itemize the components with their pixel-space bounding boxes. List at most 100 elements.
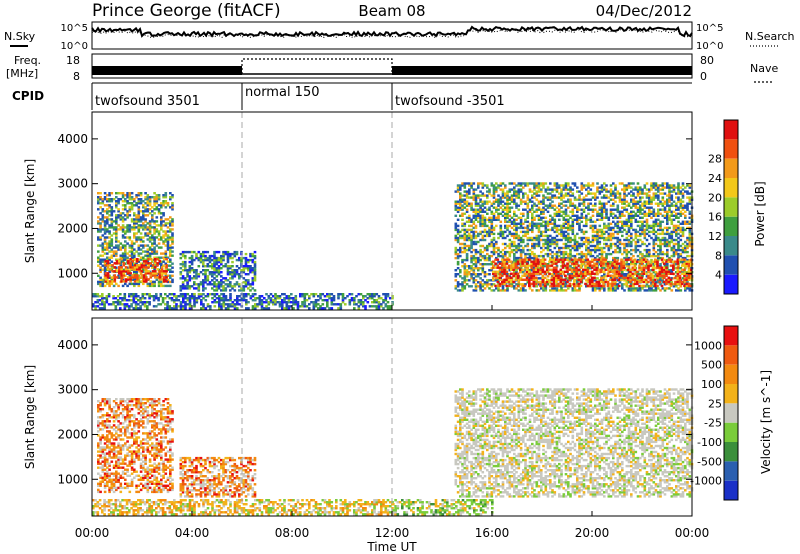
range-time-cell [130,248,134,251]
range-time-cell [217,273,221,276]
range-time-cell [117,208,120,211]
range-time-cell [134,303,138,306]
range-time-cell [468,234,471,238]
range-time-cell [506,273,509,276]
range-time-cell [115,238,118,241]
range-time-cell [124,258,127,261]
range-time-cell [117,258,120,261]
range-time-cell [121,246,125,249]
range-time-cell [456,256,460,260]
range-time-cell [519,240,523,244]
range-time-cell [564,194,568,197]
range-time-cell [164,238,168,241]
range-time-cell [103,210,107,213]
range-time-cell [283,299,286,302]
range-time-cell [558,248,561,252]
range-time-cell [501,260,505,264]
range-time-cell [524,218,527,221]
range-time-cell [114,297,118,300]
range-time-cell [247,269,250,272]
range-time-cell [504,226,507,230]
range-time-cell [153,222,156,225]
range-time-cell [202,303,205,306]
range-time-cell [659,289,662,292]
range-time-cell [571,212,575,215]
range-time-cell [461,212,464,215]
range-time-cell [119,192,123,195]
range-time-cell [463,281,467,284]
range-time-cell [137,280,141,284]
range-time-cell [517,258,521,262]
range-time-cell [636,220,640,223]
range-time-cell [591,254,595,258]
range-time-cell [470,265,473,268]
range-time-cell [558,204,561,207]
range-time-cell [497,236,500,240]
range-time-cell [515,232,518,236]
range-time-cell [188,277,192,280]
range-time-cell [641,212,644,215]
range-time-cell [133,270,136,273]
range-time-cell [461,242,464,246]
range-time-cell [546,240,550,244]
range-time-cell [368,295,372,298]
range-time-cell [645,194,649,197]
range-time-cell [222,277,225,280]
range-time-cell [160,276,163,279]
range-time-cell [643,242,647,246]
range-time-cell [515,196,518,199]
range-time-cell [531,252,534,256]
range-time-cell [474,287,478,290]
range-time-cell [454,256,458,260]
range-time-cell [569,250,572,254]
range-time-cell [146,214,150,217]
range-time-cell [506,226,509,230]
range-time-cell [515,194,518,197]
range-time-cell [463,244,467,248]
range-time-cell [101,264,105,267]
range-time-cell [124,252,127,255]
range-time-cell [540,250,543,254]
range-time-cell [171,236,174,239]
range-time-cell [346,295,349,298]
range-time-cell [133,264,137,267]
range-time-cell [142,216,145,219]
range-time-cell [99,192,102,195]
range-time-cell [137,248,141,251]
range-time-cell [128,299,131,302]
range-time-cell [303,297,307,300]
range-time-cell [170,293,174,296]
range-time-cell [169,206,172,209]
range-time-cell [133,200,136,203]
range-time-cell [652,248,656,252]
range-time-cell [202,250,205,254]
range-time-cell [164,200,168,203]
range-time-cell [540,190,543,193]
range-time-cell [483,230,487,234]
range-time-cell [526,220,530,223]
range-time-cell [220,283,223,286]
range-time-cell [621,283,624,286]
range-time-cell [542,182,545,185]
range-time-cell [220,299,223,302]
range-time-cell [614,200,617,203]
range-time-cell [614,184,617,187]
range-time-cell [560,275,563,278]
range-time-cell [582,204,586,207]
range-time-cell [110,210,114,213]
range-time-cell [659,242,662,246]
range-time-cell [115,196,118,199]
range-time-cell [560,265,563,268]
range-time-cell [247,281,250,284]
range-time-cell [515,192,518,195]
range-time-cell [106,194,109,197]
range-time-cell [103,303,106,306]
range-time-cell [510,196,514,199]
range-time-cell [618,194,622,197]
range-time-cell [330,293,334,296]
range-time-cell [567,192,570,195]
range-time-cell [197,250,201,254]
range-time-cell [110,238,114,241]
range-time-cell [101,198,105,201]
range-time-cell [137,295,140,298]
